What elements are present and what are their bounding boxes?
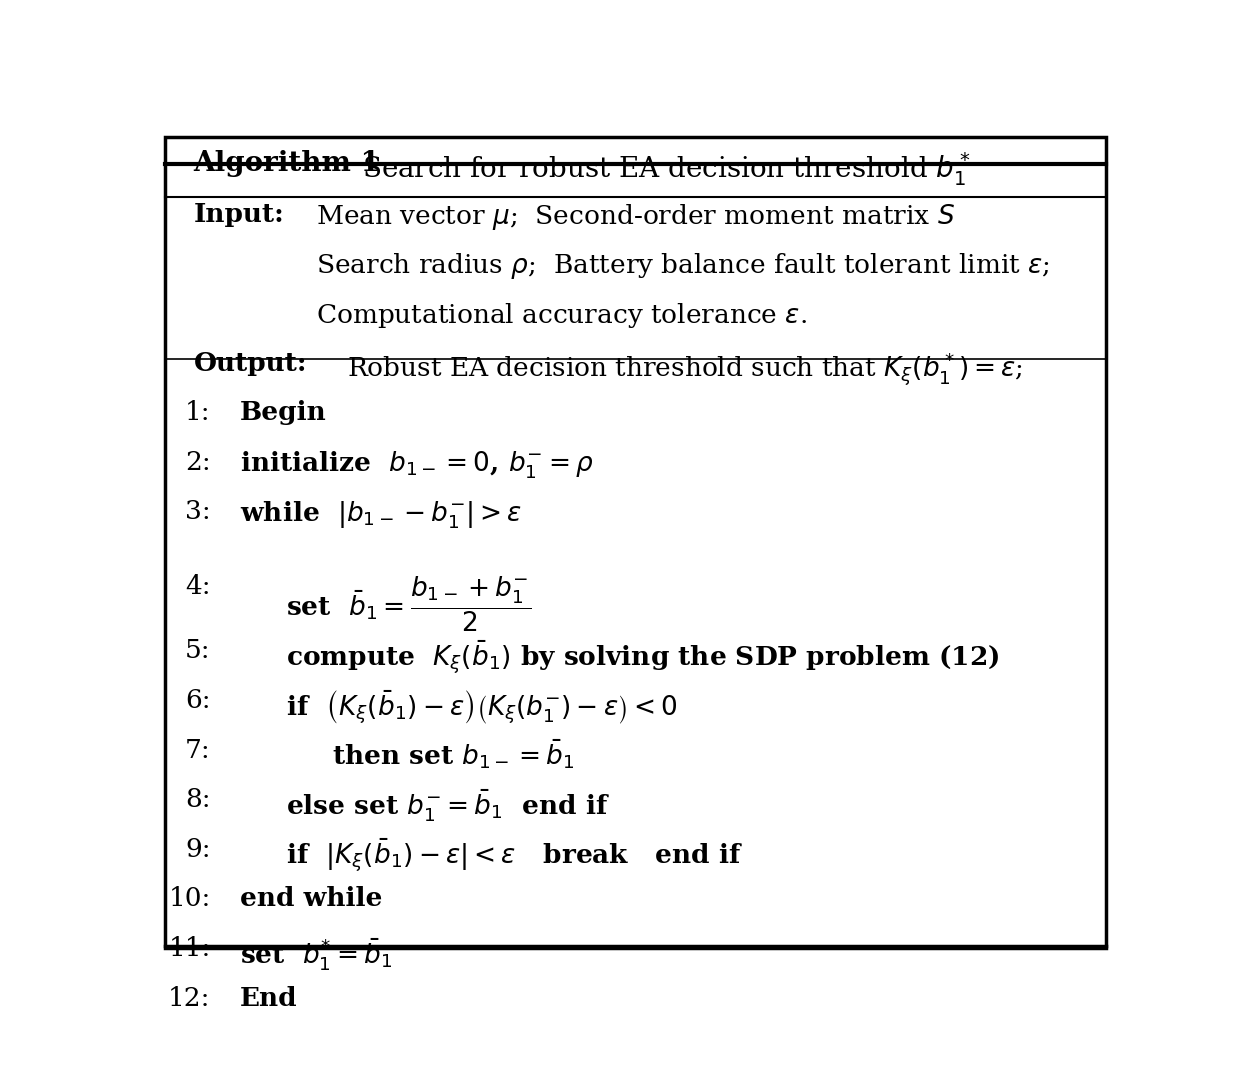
Text: Computational accuracy tolerance $\varepsilon$.: Computational accuracy tolerance $\varep… (316, 301, 807, 330)
Text: 5:: 5: (185, 638, 211, 664)
Text: set  $\bar{b}_1 = \dfrac{b_{1-}+b_1^{-}}{2}$: set $\bar{b}_1 = \dfrac{b_{1-}+b_1^{-}}{… (285, 574, 531, 634)
Text: while  $|b_{1-} - b_1^{-}| > \varepsilon$: while $|b_{1-} - b_1^{-}| > \varepsilon$ (239, 499, 522, 531)
Text: 2:: 2: (185, 450, 211, 475)
Text: 7:: 7: (185, 738, 211, 763)
Text: if  $\left(K_{\xi}(\bar{b}_1) - \epsilon\right)\left(K_{\xi}(b_1^{-}) - \epsilon: if $\left(K_{\xi}(\bar{b}_1) - \epsilon\… (285, 688, 677, 726)
Text: 3:: 3: (185, 499, 211, 524)
Text: Mean vector $\mu$;  Second-order moment matrix $S$: Mean vector $\mu$; Second-order moment m… (316, 202, 956, 232)
Text: Output:: Output: (193, 350, 308, 376)
Text: 8:: 8: (185, 787, 211, 812)
Text: else set $b_1^{-} = \bar{b}_1$  end if: else set $b_1^{-} = \bar{b}_1$ end if (285, 787, 610, 824)
Text: 6:: 6: (185, 688, 211, 713)
Text: 4:: 4: (185, 574, 211, 599)
Text: then set $b_{1-} = \bar{b}_1$: then set $b_{1-} = \bar{b}_1$ (332, 738, 574, 771)
Text: Search radius $\rho$;  Battery balance fault tolerant limit $\epsilon$;: Search radius $\rho$; Battery balance fa… (316, 251, 1050, 281)
Text: Robust EA decision threshold such that $K_{\xi}(b_1^*) = \epsilon$;: Robust EA decision threshold such that $… (347, 350, 1023, 388)
Text: 10:: 10: (169, 886, 211, 912)
Text: compute  $K_{\xi}(\bar{b}_1)$ by solving the SDP problem (12): compute $K_{\xi}(\bar{b}_1)$ by solving … (285, 638, 999, 676)
Text: Search for robust EA decision threshold $b_1^*$: Search for robust EA decision threshold … (362, 150, 970, 188)
Text: 11:: 11: (169, 937, 211, 961)
Text: Input:: Input: (193, 202, 284, 227)
Text: 9:: 9: (185, 837, 211, 861)
Text: initialize  $b_{1-} = 0$, $b_1^{-} = \rho$: initialize $b_{1-} = 0$, $b_1^{-} = \rho… (239, 450, 594, 481)
Text: End: End (239, 986, 298, 1011)
Text: 1:: 1: (185, 401, 211, 425)
Text: end while: end while (239, 886, 382, 912)
Text: Begin: Begin (239, 401, 326, 425)
Text: Algorithm 1: Algorithm 1 (193, 150, 381, 177)
Text: set  $b_1^{*} = \bar{b}_1$: set $b_1^{*} = \bar{b}_1$ (239, 937, 392, 973)
Text: 12:: 12: (169, 986, 211, 1011)
Text: if  $|K_{\xi}(\bar{b}_1) - \epsilon| < \varepsilon$   break   end if: if $|K_{\xi}(\bar{b}_1) - \epsilon| < \v… (285, 837, 743, 874)
